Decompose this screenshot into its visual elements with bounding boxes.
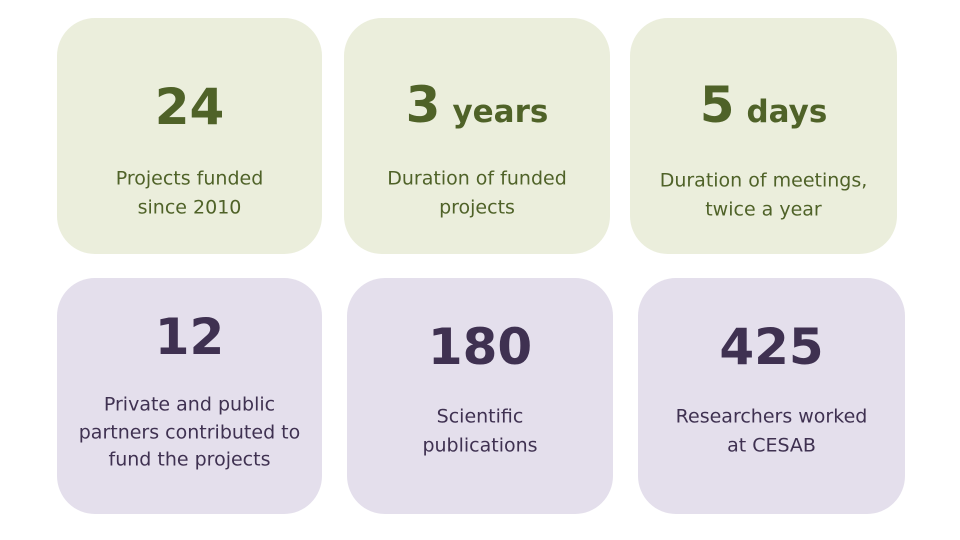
- stat-figure: 180: [347, 322, 613, 372]
- stat-card: 425 Researchers worked at CESAB: [638, 278, 905, 514]
- stat-description: fund the projects: [108, 448, 271, 471]
- stat-description: since 2010: [137, 196, 242, 219]
- stat-description: Duration of funded: [387, 167, 567, 190]
- stat-description: Researchers worked: [675, 405, 868, 428]
- stat-card: 5 days Duration of meetings, twice a year: [630, 18, 897, 254]
- stat-figure: 5 days: [630, 80, 897, 130]
- stat-description: Projects funded: [115, 167, 264, 190]
- stat-card: 24 Projects funded since 2010: [57, 18, 322, 254]
- stat-description: Scientific: [436, 405, 524, 428]
- stat-value: 180: [427, 318, 533, 376]
- stat-value: 5: [699, 76, 735, 134]
- stat-figure: 3 years: [344, 80, 610, 130]
- stat-figure: 425: [638, 322, 905, 372]
- stat-unit: days: [746, 94, 828, 130]
- stat-unit: years: [452, 94, 549, 130]
- stat-description: at CESAB: [727, 434, 816, 457]
- stat-value: 24: [154, 78, 225, 136]
- stat-value: 3: [405, 76, 441, 134]
- stat-description: projects: [439, 196, 515, 219]
- stat-value: 425: [719, 318, 824, 376]
- stat-description: publications: [422, 434, 538, 457]
- stat-card: 12 Private and public partners contributed…: [57, 278, 322, 514]
- stat-figure: 24: [57, 82, 322, 132]
- stat-value: 12: [154, 308, 225, 366]
- stat-card: 3 years Duration of funded projects: [344, 18, 610, 254]
- stat-description: twice a year: [705, 198, 822, 221]
- stat-card: 180 Scientific publications: [347, 278, 613, 514]
- stat-description: Private and public: [103, 393, 276, 416]
- stat-description: partners contributed to: [78, 421, 301, 444]
- stat-figure: 12: [57, 312, 322, 362]
- stat-description: Duration of meetings,: [659, 169, 868, 192]
